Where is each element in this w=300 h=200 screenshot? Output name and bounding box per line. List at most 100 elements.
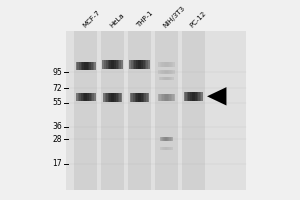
Bar [141, 60, 143, 69]
Bar [91, 62, 93, 70]
Bar [160, 62, 161, 67]
Bar [162, 77, 163, 80]
Bar [168, 77, 169, 80]
Text: 95: 95 [52, 68, 62, 77]
Bar [155, 31, 178, 190]
Bar [172, 62, 173, 67]
Bar [162, 147, 164, 150]
Bar [77, 62, 79, 70]
Bar [87, 93, 89, 101]
Bar [131, 93, 133, 102]
Bar [160, 70, 161, 74]
Bar [136, 93, 138, 102]
Bar [103, 60, 104, 69]
Bar [105, 93, 106, 102]
Bar [101, 31, 124, 190]
Text: MCF-7: MCF-7 [82, 9, 101, 29]
Bar [164, 147, 165, 150]
Bar [161, 70, 162, 74]
Bar [116, 60, 118, 69]
Bar [169, 77, 170, 80]
Bar [172, 77, 174, 80]
Bar [173, 70, 175, 74]
Bar [140, 93, 141, 102]
Bar [165, 137, 166, 141]
Bar [74, 31, 97, 190]
Bar [109, 60, 111, 69]
Bar [165, 147, 166, 150]
Text: 28: 28 [52, 135, 62, 144]
Bar [118, 93, 119, 102]
Text: HeLa: HeLa [108, 12, 125, 29]
Bar [167, 62, 168, 67]
Bar [108, 93, 109, 102]
Bar [104, 60, 106, 69]
Bar [185, 92, 187, 101]
Bar [111, 93, 113, 102]
Bar [118, 60, 119, 69]
Bar [106, 93, 108, 102]
Bar [129, 60, 131, 69]
Bar [146, 60, 148, 69]
Bar [119, 60, 121, 69]
Bar [167, 70, 168, 74]
Bar [171, 94, 172, 101]
Bar [106, 60, 108, 69]
Bar [160, 147, 161, 150]
Text: 72: 72 [52, 84, 62, 93]
Polygon shape [207, 87, 226, 106]
Bar [130, 93, 131, 102]
Text: 36: 36 [52, 122, 62, 131]
Bar [174, 94, 175, 101]
Bar [169, 147, 170, 150]
Bar [84, 62, 86, 70]
Bar [201, 92, 203, 101]
Bar [84, 93, 86, 101]
Bar [171, 77, 172, 80]
Bar [182, 31, 205, 190]
Bar [160, 94, 162, 101]
Bar [81, 93, 82, 101]
Bar [162, 94, 164, 101]
Bar [159, 77, 160, 80]
Bar [193, 92, 195, 101]
Bar [169, 62, 170, 67]
Bar [161, 147, 162, 150]
Text: 55: 55 [52, 98, 62, 107]
Bar [91, 93, 92, 101]
Bar [66, 31, 246, 190]
Bar [113, 93, 114, 102]
Bar [81, 62, 82, 70]
Bar [167, 147, 169, 150]
Bar [163, 77, 164, 80]
Bar [89, 62, 91, 70]
Bar [167, 94, 168, 101]
Bar [148, 60, 150, 69]
Bar [159, 94, 160, 101]
Bar [167, 77, 168, 80]
Bar [78, 93, 79, 101]
Bar [200, 92, 201, 101]
Bar [165, 77, 166, 80]
Bar [170, 77, 171, 80]
Bar [133, 60, 134, 69]
Bar [128, 31, 151, 190]
Bar [169, 137, 170, 141]
Bar [94, 62, 96, 70]
Bar [160, 137, 161, 141]
Bar [86, 62, 88, 70]
Bar [184, 92, 185, 101]
Bar [172, 94, 174, 101]
Bar [198, 92, 200, 101]
Bar [192, 92, 193, 101]
Bar [161, 137, 162, 141]
Bar [164, 137, 165, 141]
Bar [143, 93, 144, 102]
Bar [108, 60, 109, 69]
Bar [114, 60, 116, 69]
Bar [141, 93, 143, 102]
Bar [164, 94, 165, 101]
Bar [158, 94, 159, 101]
Bar [93, 62, 94, 70]
Bar [88, 62, 89, 70]
